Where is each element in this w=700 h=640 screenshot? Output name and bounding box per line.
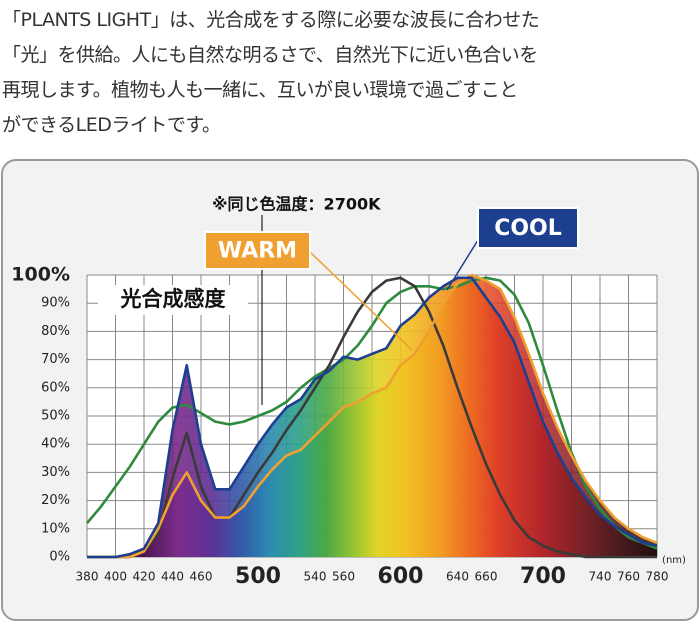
x-tick-label: 640	[446, 570, 469, 584]
x-tick-label: 700	[520, 564, 566, 589]
y-tick-label: 70%	[41, 352, 70, 367]
series-label: 光合成感度	[120, 287, 226, 311]
description-line: 「PLANTS LIGHT」は、光合成をする際に必要な波長に合わせた	[2, 9, 540, 31]
series-line	[86, 276, 658, 550]
x-tick-label: 420	[133, 570, 156, 584]
x-tick-label: 780	[646, 570, 669, 584]
x-tick-label: 400	[104, 570, 127, 584]
series-label-box	[98, 285, 248, 315]
y-tick-label: 40%	[41, 437, 70, 452]
series-label-box	[204, 231, 311, 270]
description-line: 「光」を供給。人にも自然な明るさで、自然光下に近い色合いを	[2, 44, 538, 66]
y-tick-label: 50%	[41, 409, 70, 424]
y-tick-label: 20%	[41, 493, 70, 508]
y-tick-label: 100%	[11, 264, 70, 286]
annotation: ※同じ色温度：2700K	[212, 195, 381, 214]
y-tick-label: 80%	[41, 324, 70, 339]
x-tick-label: 540	[304, 570, 327, 584]
spectrum-area	[87, 277, 657, 557]
x-tick-label: 760	[617, 570, 640, 584]
description-line: 再現します。植物も人も一緒に、互いが良い環境で過ごすこと	[2, 79, 518, 101]
leader-line	[309, 251, 413, 351]
x-unit: (nm)	[662, 555, 686, 566]
x-tick-label: 560	[332, 570, 355, 584]
x-tick-label: 440	[161, 570, 184, 584]
series-label-box	[477, 207, 579, 249]
series-line	[87, 276, 657, 559]
series-label: WARM	[218, 239, 297, 264]
series-line	[87, 276, 658, 559]
x-tick-label: 500	[235, 564, 281, 589]
description-line: ができるLEDライトです。	[2, 114, 221, 136]
y-tick-label: 60%	[41, 380, 70, 395]
x-tick-label: 740	[589, 570, 612, 584]
y-tick-label: 90%	[41, 296, 70, 311]
y-tick-label: 10%	[41, 521, 70, 536]
x-tick-label: 380	[76, 570, 99, 584]
leader-line	[446, 239, 479, 291]
x-tick-label: 660	[475, 570, 498, 584]
x-tick-label: 600	[378, 564, 424, 589]
series-label: COOL	[494, 216, 562, 241]
series-line	[87, 273, 658, 559]
x-tick-label: 460	[190, 570, 213, 584]
y-tick-label: 0%	[49, 550, 70, 565]
y-tick-label: 30%	[41, 465, 70, 480]
